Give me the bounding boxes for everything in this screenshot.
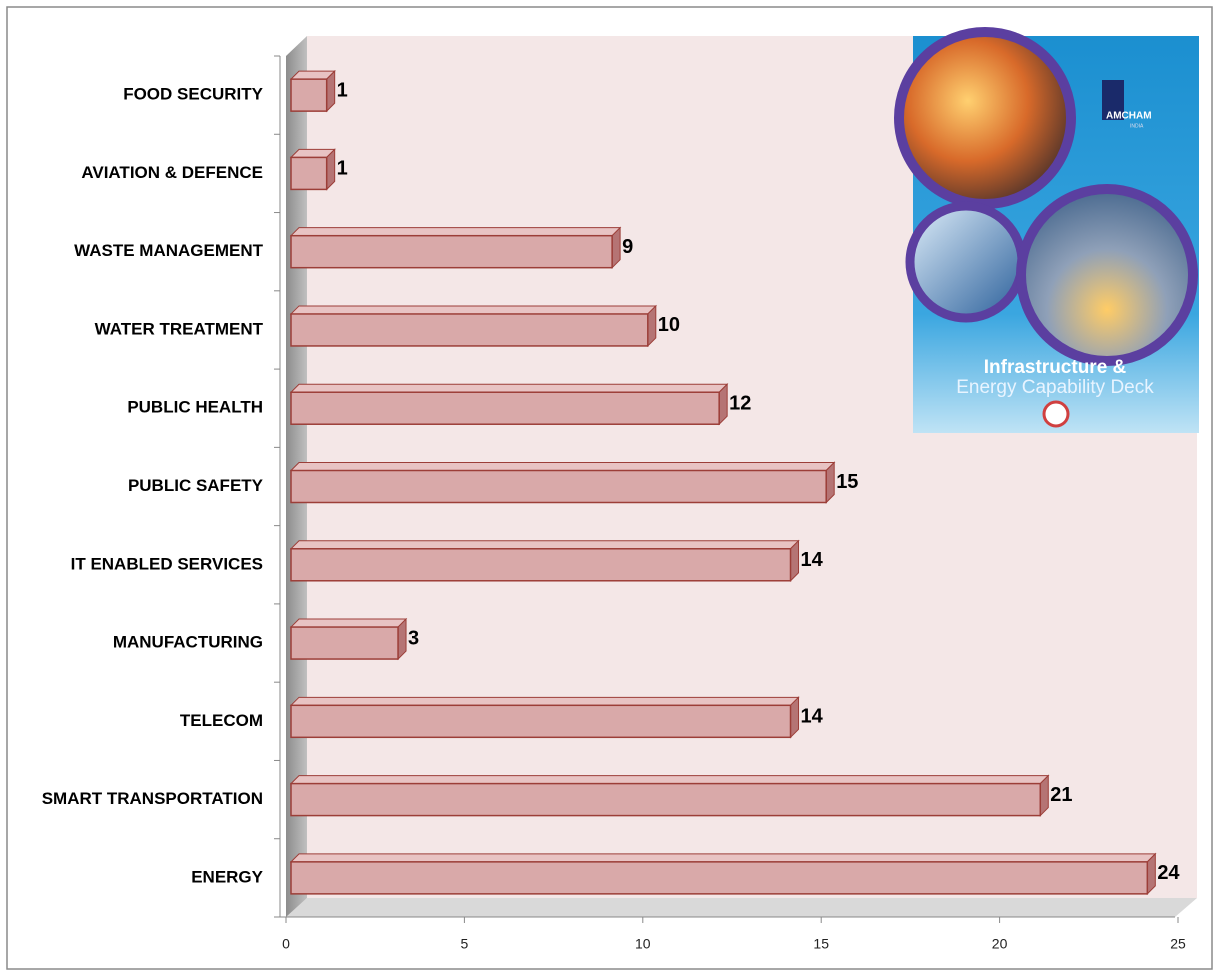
value-label: 14 xyxy=(801,549,824,571)
cover-country: INDIA xyxy=(1130,123,1144,129)
y-tick-label: WASTE MANAGEMENT xyxy=(74,241,264,260)
value-label: 1 xyxy=(337,158,348,180)
y-tick-label: SMART TRANSPORTATION xyxy=(42,789,263,808)
x-tick-label: 20 xyxy=(992,936,1008,952)
bar xyxy=(290,704,792,739)
value-label: 21 xyxy=(1050,784,1072,806)
y-tick-label: WATER TREATMENT xyxy=(95,319,264,338)
x-tick-label: 0 xyxy=(282,936,290,952)
y-tick-label: PUBLIC HEALTH xyxy=(127,398,263,417)
bar-top xyxy=(289,227,622,237)
bar xyxy=(290,391,720,425)
bar-top xyxy=(289,775,1050,785)
cover-logo xyxy=(1042,400,1070,428)
bar-top xyxy=(289,305,658,315)
bar xyxy=(290,548,792,582)
y-tick-label: MANUFACTURING xyxy=(113,633,263,652)
value-label: 10 xyxy=(658,314,680,336)
value-label: 12 xyxy=(729,393,751,415)
bar xyxy=(290,782,1042,817)
x-tick-label: 15 xyxy=(813,936,829,952)
value-label: 15 xyxy=(836,471,858,493)
floor xyxy=(286,898,1197,917)
bar xyxy=(290,313,649,347)
y-tick-label: ENERGY xyxy=(191,867,263,886)
value-label: 1 xyxy=(337,79,348,101)
cover-circle xyxy=(894,27,1076,209)
bar xyxy=(290,156,328,191)
cover-circle xyxy=(905,201,1027,323)
cover-circle xyxy=(1016,184,1198,366)
y-tick-label: FOOD SECURITY xyxy=(123,85,263,104)
value-label: 3 xyxy=(408,627,419,649)
bar-top xyxy=(289,540,800,550)
y-tick-label: TELECOM xyxy=(180,711,263,730)
value-label: 24 xyxy=(1157,862,1180,884)
bar-top xyxy=(289,696,800,706)
x-tick-label: 10 xyxy=(635,936,651,952)
bar xyxy=(290,861,1149,895)
value-label: 14 xyxy=(801,706,824,728)
cover-brand: AMCHAM xyxy=(1106,111,1152,122)
bar xyxy=(290,234,613,269)
x-tick-label: 5 xyxy=(461,936,469,952)
y-tick-label: IT ENABLED SERVICES xyxy=(71,554,263,573)
bar xyxy=(290,626,399,660)
x-tick-label: 25 xyxy=(1170,936,1186,952)
bar-top xyxy=(289,383,729,393)
bar xyxy=(290,78,328,112)
bar-top xyxy=(289,618,408,628)
value-label: 9 xyxy=(622,236,633,258)
bar xyxy=(290,469,827,504)
cover-title: Energy Capability Deck xyxy=(956,377,1154,398)
inset-image: AMCHAM INDIA Infrastructure & Energy Cap… xyxy=(894,27,1199,433)
bar-top xyxy=(289,462,836,471)
bar-top xyxy=(289,853,1157,863)
y-tick-label: AVIATION & DEFENCE xyxy=(81,163,263,182)
cover-title: Infrastructure & xyxy=(984,357,1127,378)
logo-box xyxy=(1102,80,1124,120)
y-tick-label: PUBLIC SAFETY xyxy=(128,476,264,495)
